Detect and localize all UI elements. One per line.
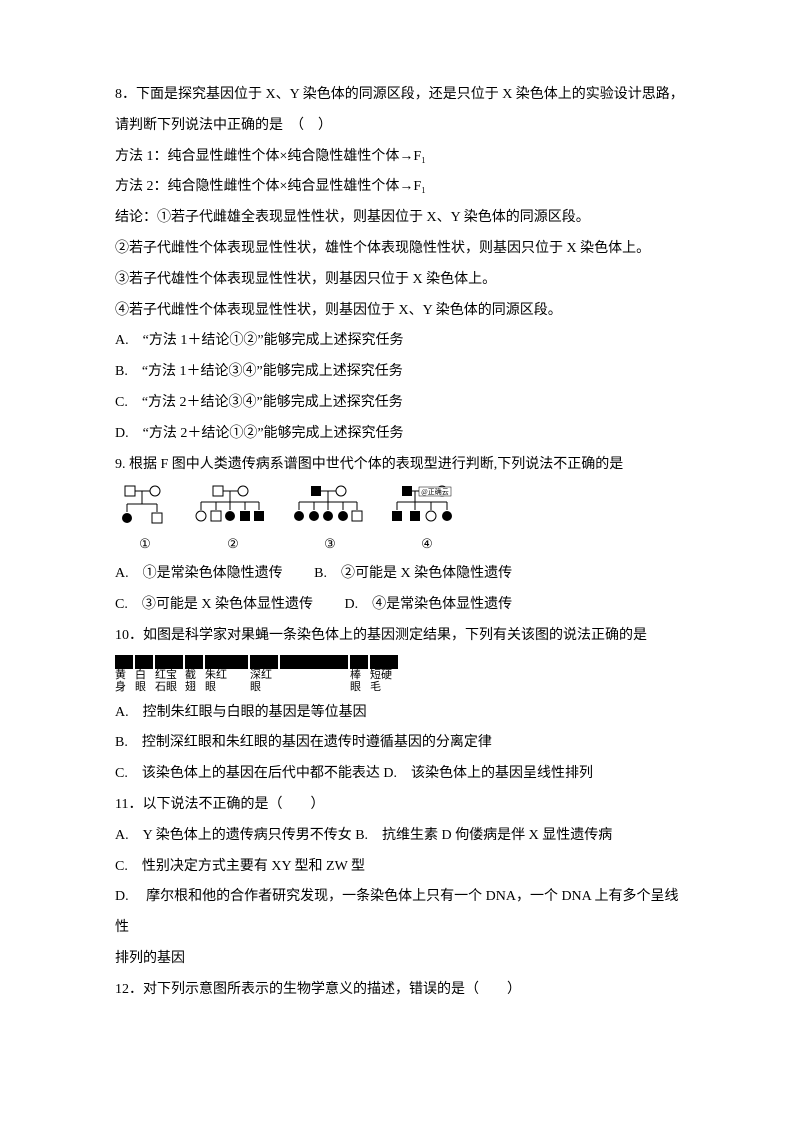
- q8-option-b: B. “方法 1＋结论③④”能够完成上述探究任务: [115, 357, 685, 388]
- q8-method-2: 方法 2：纯合隐性雌性个体×纯合显性雄性个体→F₁: [115, 172, 685, 203]
- pedigree-4-svg: @正确云: [387, 484, 467, 528]
- q8-stem-1: 8．下面是探究基因位于 X、Y 染色体的同源区段，还是只位于 X 染色体上的实验…: [115, 80, 685, 111]
- pedigree-3: ③: [291, 484, 369, 559]
- exam-page: 8．下面是探究基因位于 X、Y 染色体的同源区段，还是只位于 X 染色体上的实验…: [0, 0, 800, 1046]
- q9-option-c: C. ③可能是 X 染色体显性遗传: [115, 597, 313, 612]
- chromosome-bar-label: 棒 眼: [350, 669, 368, 693]
- q8-conclusion-1: 结论：①若子代雌雄全表现显性性状，则基因位于 X、Y 染色体的同源区段。: [115, 203, 685, 234]
- pedigree-2: ②: [193, 484, 273, 559]
- chromosome-bar: [280, 655, 348, 669]
- q9-option-a: A. ①是常染色体隐性遗传: [115, 566, 283, 581]
- q11-option-d2: 排列的基因: [115, 944, 685, 975]
- chromosome-bar-label: 黄 身: [115, 669, 133, 693]
- q8-option-d: D. “方法 2＋结论①②”能够完成上述探究任务: [115, 419, 685, 450]
- chromosome-bar-label: 短硬 毛: [370, 669, 398, 693]
- chromosome-bar: [135, 655, 153, 669]
- chromosome-bar-label: [280, 669, 348, 693]
- chromosome-bar: [350, 655, 368, 669]
- chromosome-bar-label: 截 翅: [185, 669, 203, 693]
- q9-option-b: B. ②可能是 X 染色体隐性遗传: [314, 566, 512, 581]
- chromosome-bars: [115, 655, 685, 669]
- q10-option-b: B. 控制深红眼和朱红眼的基因在遗传时遵循基因的分离定律: [115, 728, 685, 759]
- pedigree-2-svg: [193, 484, 273, 528]
- q9-option-cd: C. ③可能是 X 染色体显性遗传 D. ④是常染色体显性遗传: [115, 590, 685, 621]
- q8-option-a: A. “方法 1＋结论①②”能够完成上述探究任务: [115, 326, 685, 357]
- q8-option-c: C. “方法 2＋结论③④”能够完成上述探究任务: [115, 388, 685, 419]
- pedigree-1: ①: [115, 484, 175, 559]
- q11-option-ab: A. Y 染色体上的遗传病只传男不传女 B. 抗维生素 D 佝偻病是伴 X 显性…: [115, 821, 685, 852]
- q11-stem: 11．以下说法不正确的是（ ）: [115, 790, 685, 821]
- q10-chromosome-figure: 黄 身白 眼红宝 石眼截 翅朱红 眼深红 眼 棒 眼短硬 毛: [115, 655, 685, 693]
- chromosome-bar-label: 朱红 眼: [205, 669, 248, 693]
- q9-option-d: D. ④是常染色体显性遗传: [344, 597, 512, 612]
- watermark-tag: @正确云: [421, 487, 448, 496]
- q9-stem: 9. 根据 F 图中人类遗传病系谱图中世代个体的表现型进行判断,下列说法不正确的…: [115, 450, 685, 481]
- q11-option-d1: D. 摩尔根和他的合作者研究发现，一条染色体上只有一个 DNA，一个 DNA 上…: [115, 882, 685, 944]
- pedigree-2-label: ②: [193, 530, 273, 559]
- q12-stem: 12．对下列示意图所表示的生物学意义的描述，错误的是（ ）: [115, 975, 685, 1006]
- chromosome-bar: [250, 655, 278, 669]
- q8-conclusion-4: ④若子代雌性个体表现显性性状，则基因位于 X、Y 染色体的同源区段。: [115, 296, 685, 327]
- pedigree-3-label: ③: [291, 530, 369, 559]
- q9-pedigree-figure: ① ②: [115, 484, 685, 559]
- pedigree-4: @正确云 ④: [387, 484, 467, 559]
- chromosome-bar: [205, 655, 248, 669]
- pedigree-1-svg: [115, 484, 175, 528]
- chromosome-bar: [155, 655, 183, 669]
- q10-option-cd: C. 该染色体上的基因在后代中都不能表达 D. 该染色体上的基因呈线性排列: [115, 759, 685, 790]
- q8-conclusion-2: ②若子代雌性个体表现显性性状，雄性个体表现隐性性状，则基因只位于 X 染色体上。: [115, 234, 685, 265]
- q8-method-1: 方法 1：纯合显性雌性个体×纯合隐性雄性个体→F₁: [115, 142, 685, 173]
- pedigree-4-label: ④: [387, 530, 467, 559]
- q10-option-a: A. 控制朱红眼与白眼的基因是等位基因: [115, 698, 685, 729]
- q11-option-c: C. 性别决定方式主要有 XY 型和 ZW 型: [115, 852, 685, 883]
- pedigree-1-label: ①: [115, 530, 175, 559]
- chromosome-bar-label: 深红 眼: [250, 669, 278, 693]
- chromosome-bar: [370, 655, 398, 669]
- chromosome-bar: [115, 655, 133, 669]
- q8-conclusion-3: ③若子代雄性个体表现显性性状，则基因只位于 X 染色体上。: [115, 265, 685, 296]
- chromosome-bar: [185, 655, 203, 669]
- chromosome-bar-label: 白 眼: [135, 669, 153, 693]
- q10-stem: 10．如图是科学家对果蝇一条染色体上的基因测定结果，下列有关该图的说法正确的是: [115, 621, 685, 652]
- q8-stem-2: 请判断下列说法中正确的是 （ ）: [115, 111, 685, 142]
- chromosome-labels: 黄 身白 眼红宝 石眼截 翅朱红 眼深红 眼 棒 眼短硬 毛: [115, 669, 685, 693]
- pedigree-3-svg: [291, 484, 369, 528]
- chromosome-bar-label: 红宝 石眼: [155, 669, 183, 693]
- q9-option-ab: A. ①是常染色体隐性遗传 B. ②可能是 X 染色体隐性遗传: [115, 559, 685, 590]
